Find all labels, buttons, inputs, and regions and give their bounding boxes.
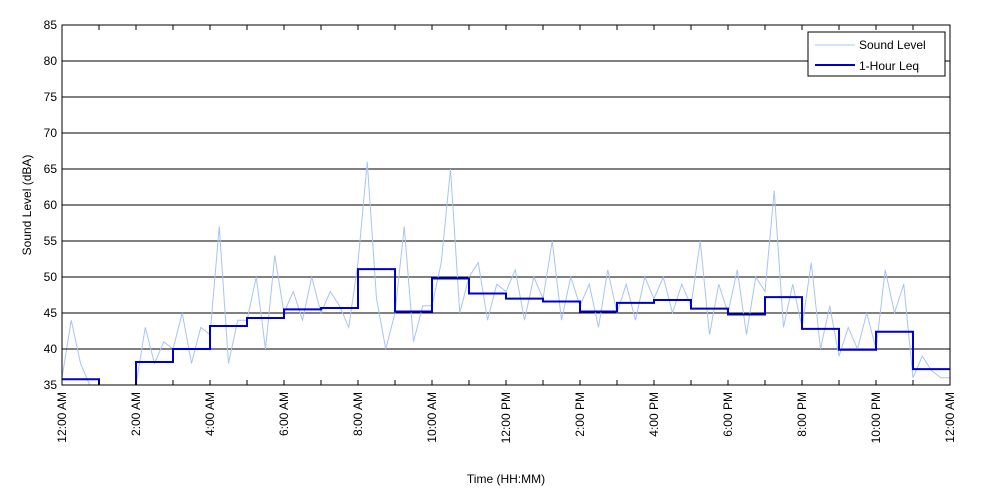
y-tick-label: 45 (44, 306, 58, 320)
x-axis-title: Time (HH:MM) (467, 472, 545, 486)
x-tick-label: 12:00 PM (499, 392, 513, 443)
x-tick-label: 2:00 PM (573, 392, 587, 437)
x-tick-label: 4:00 AM (203, 392, 217, 436)
x-tick-label: 12:00 AM (943, 392, 957, 443)
y-tick-label: 55 (44, 234, 58, 248)
y-tick-label: 40 (44, 342, 58, 356)
y-tick-label: 35 (44, 378, 58, 392)
x-tick-label: 2:00 AM (129, 392, 143, 436)
x-tick-label: 4:00 PM (647, 392, 661, 437)
y-axis-ticks: 35 40 45 50 55 60 65 70 75 80 85 (44, 18, 950, 392)
x-tick-label: 6:00 AM (277, 392, 291, 436)
x-axis-ticks: 12:00 AM 2:00 AM 4:00 AM 6:00 AM 8:00 AM 10:0… (55, 25, 957, 443)
x-tick-label: 10:00 PM (869, 392, 883, 443)
y-tick-label: 80 (44, 54, 58, 68)
y-tick-label: 60 (44, 198, 58, 212)
y-tick-label: 65 (44, 162, 58, 176)
x-tick-label: 10:00 AM (425, 392, 439, 443)
series-layer (62, 161, 950, 385)
y-tick-label: 50 (44, 270, 58, 284)
y-axis-title: Sound Level (dBA) (20, 155, 34, 256)
y-tick-label: 85 (44, 18, 58, 32)
legend-box (807, 31, 946, 77)
x-tick-label: 8:00 AM (351, 392, 365, 436)
legend-label-sound-level: Sound Level (859, 38, 926, 52)
y-tick-label: 70 (44, 126, 58, 140)
series-line-leq (62, 268, 950, 385)
x-tick-label: 8:00 PM (795, 392, 809, 437)
legend: Sound Level 1-Hour Leq (807, 31, 946, 77)
y-tick-label: 75 (44, 90, 58, 104)
x-tick-label: 12:00 AM (55, 392, 69, 443)
x-tick-label: 6:00 PM (721, 392, 735, 437)
legend-label-leq: 1-Hour Leq (859, 59, 919, 73)
